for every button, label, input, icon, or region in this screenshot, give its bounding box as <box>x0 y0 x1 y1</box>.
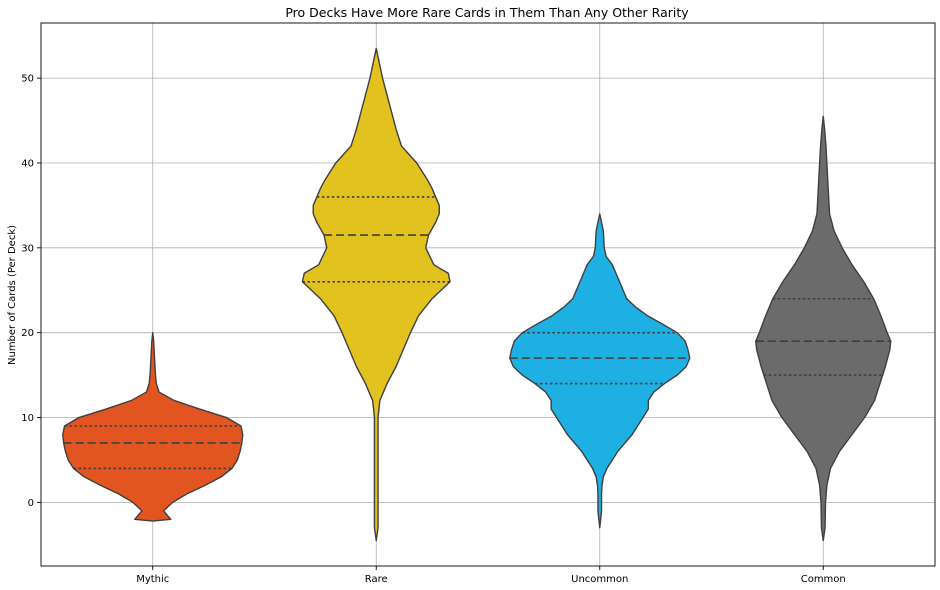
y-tick-label: 50 <box>21 74 34 85</box>
y-tick-label: 10 <box>21 413 34 424</box>
axis-layer: 0 10 20 30 40 50 Mythic Rare Uncommon Common <box>21 22 936 585</box>
y-tick-label: 40 <box>21 158 34 169</box>
plot-frame <box>40 22 936 567</box>
violin-mythic <box>62 331 244 522</box>
x-tick-label-mythic: Mythic <box>136 574 169 585</box>
y-tick-label: 20 <box>21 328 34 339</box>
y-tick-label: 30 <box>21 243 34 254</box>
x-tick-label-uncommon: Uncommon <box>571 574 628 585</box>
x-tick-label-rare: Rare <box>365 574 388 585</box>
chart-title: Pro Decks Have More Rare Cards in Them T… <box>285 5 689 20</box>
violin-rare <box>301 47 451 542</box>
y-tick-label: 0 <box>28 498 34 509</box>
y-axis-label: Number of Cards (Per Deck) <box>7 225 18 365</box>
violin-layer <box>62 47 892 542</box>
violin-common <box>755 115 892 542</box>
violin-uncommon <box>509 213 691 529</box>
x-tick-label-common: Common <box>801 574 846 585</box>
